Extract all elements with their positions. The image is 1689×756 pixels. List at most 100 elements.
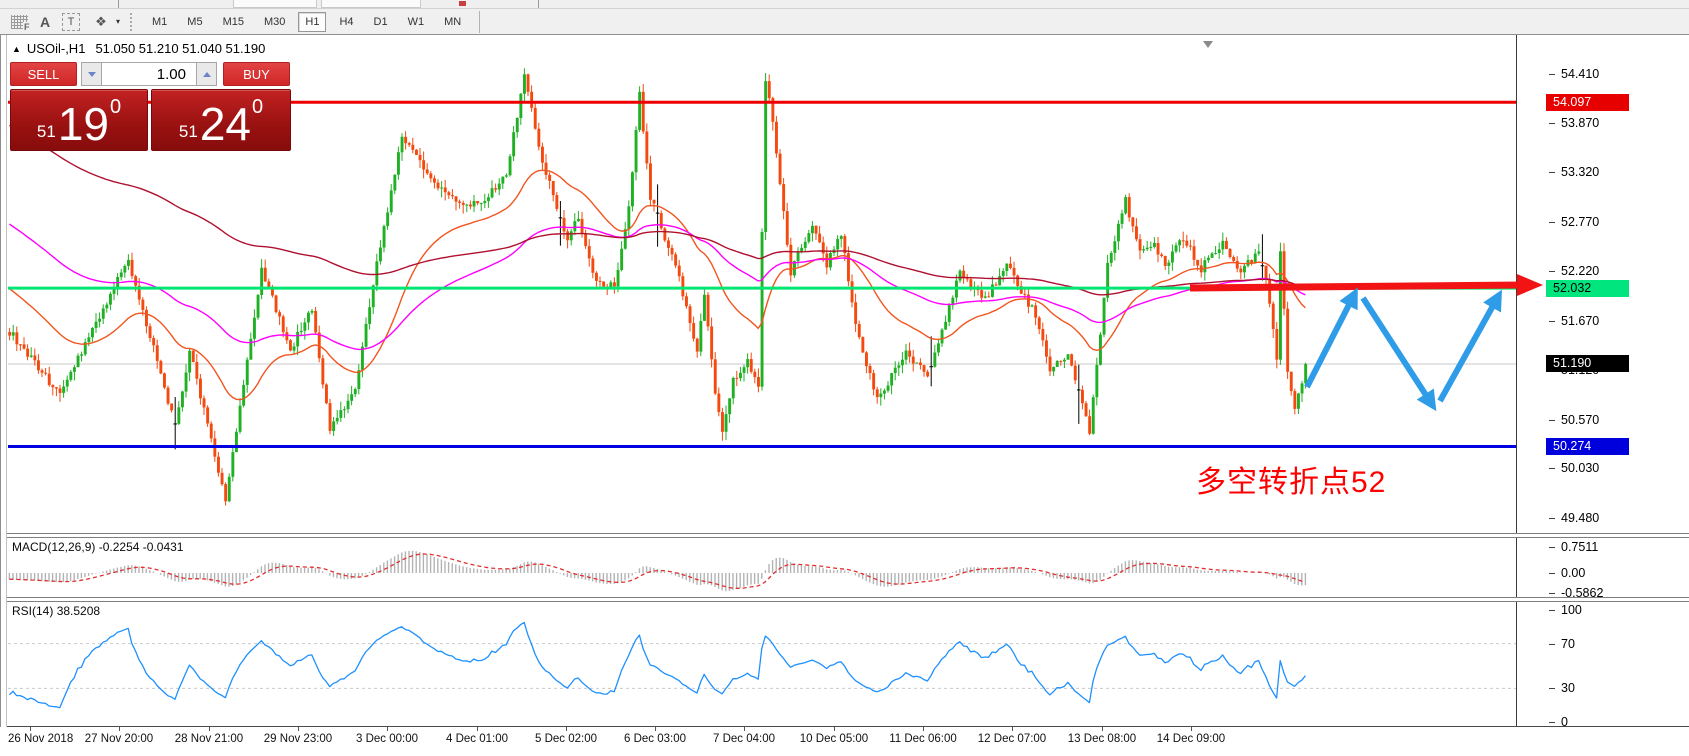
time-axis-label: 5 Dec 02:00 [534, 733, 598, 745]
timeframe-M1[interactable]: M1 [145, 12, 174, 32]
time-tick-mark [744, 727, 745, 731]
price-tick-label: 54.410 [1561, 67, 1600, 81]
moving-averages [9, 124, 1306, 401]
ask-big-figure: 51 [178, 122, 198, 141]
arrange-objects-icon[interactable]: ❖ [95, 13, 107, 29]
ask-pipette: 0 [251, 96, 264, 118]
time-tick-mark [923, 727, 924, 731]
time-tick-mark [566, 727, 567, 731]
volume-decrease-button[interactable] [81, 62, 102, 86]
candlesticks [8, 68, 1308, 506]
triangle-down-icon [87, 71, 96, 77]
time-axis-label: 11 Dec 06:00 [889, 733, 957, 745]
buy-button[interactable]: BUY [223, 62, 290, 86]
time-axis-label: 14 Dec 09:00 [1156, 733, 1226, 745]
price-tick-label: 49.480 [1561, 511, 1600, 525]
time-tick-mark [387, 727, 388, 731]
price-tick-label: 53.320 [1561, 165, 1600, 179]
rsi-value: 38.5208 [56, 604, 101, 618]
price-axis[interactable]: 54.410 53.870 53.320 52.770 52.220 51.670 51.1… [1517, 35, 1689, 729]
macd-scale-tick [1549, 573, 1555, 574]
volume-stepper [81, 62, 217, 86]
dropdown-remnant [321, 0, 421, 8]
volume-input[interactable] [102, 62, 196, 86]
macd-scale-tick [1549, 547, 1555, 548]
timeframe-bar: M1 M5 M15 M30 H1 H4 D1 W1 MN [142, 11, 471, 32]
time-axis-label: 6 Dec 03:00 [623, 733, 687, 745]
timeframe-D1[interactable]: D1 [367, 12, 395, 32]
icon-remnant [459, 1, 466, 6]
chevron-down-icon[interactable]: ▾ [116, 17, 121, 26]
timeframe-M5[interactable]: M5 [180, 12, 209, 32]
bid-pips: 19 [57, 98, 109, 150]
pane-separator-macd-rsi[interactable] [7, 597, 1689, 602]
rsi-scale-tick [1549, 688, 1555, 689]
macd-histogram [8, 550, 1307, 592]
time-tick-mark [1191, 727, 1192, 731]
price-tick-mark [1549, 420, 1555, 421]
time-axis-label: 26 Nov 2018 [8, 733, 74, 745]
time-axis-label: 13 Dec 08:00 [1067, 733, 1137, 745]
time-tick-mark [119, 727, 120, 731]
bid-pipette: 0 [109, 96, 122, 118]
price-tick-mark [1549, 321, 1555, 322]
timeframe-H1[interactable]: H1 [298, 11, 327, 32]
ask-price-display[interactable]: 51 24 0 [151, 89, 291, 151]
upper-toolbar-remnant [0, 0, 1689, 9]
chart-annotation-text[interactable]: 多空转折点52 [1196, 466, 1387, 499]
ask-pips: 24 [199, 98, 251, 150]
time-axis[interactable]: 26 Nov 2018 27 Nov 20:00 28 Nov 21:00 29 No… [0, 727, 1689, 756]
timeframe-H4[interactable]: H4 [332, 12, 360, 32]
time-tick-mark [30, 727, 31, 731]
text-box-tool-icon[interactable]: T [58, 11, 84, 33]
time-axis-label: 29 Nov 23:00 [263, 733, 333, 745]
time-axis-label: 12 Dec 07:00 [977, 733, 1047, 745]
chart-shift-marker-icon[interactable] [1203, 41, 1213, 48]
price-tick-mark [1549, 172, 1555, 173]
bid-price-display[interactable]: 51 19 0 [10, 89, 148, 151]
macd-scale-label: -0.5862 [1561, 586, 1604, 600]
rsi-scale-label: 0 [1561, 715, 1568, 729]
timeframe-M30[interactable]: M30 [257, 12, 292, 32]
sell-button[interactable]: SELL [10, 62, 77, 86]
time-axis-label: 10 Dec 05:00 [799, 733, 869, 745]
price-level-badge: 54.097 [1546, 94, 1629, 111]
price-tick-label: 50.030 [1561, 461, 1600, 475]
dropdown-remnant [233, 0, 317, 8]
chart-title: ▲ USOil-,H1 51.050 51.210 51.040 51.190 [12, 41, 265, 56]
axis-border [1516, 35, 1517, 727]
grid-f-tool-icon[interactable]: F [6, 11, 32, 33]
flat-red-arrow[interactable] [1189, 274, 1543, 296]
price-tick-mark [1549, 271, 1555, 272]
price-tick-mark [1549, 74, 1555, 75]
bid-big-figure: 51 [36, 122, 56, 141]
text-label-tool-icon[interactable]: A [39, 13, 51, 30]
triangle-up-icon [202, 71, 211, 77]
main-toolbar: F A T ❖ ▾ M1 M5 M15 M30 H1 H4 D1 W1 MN [0, 9, 1689, 34]
pane-separator-main-macd[interactable] [7, 533, 1689, 538]
price-tick-mark [1549, 123, 1555, 124]
price-tick-label: 53.870 [1561, 116, 1600, 130]
time-tick-mark [477, 727, 478, 731]
rsi-scale-label: 30 [1561, 681, 1575, 695]
collapse-arrow-icon[interactable]: ▲ [12, 44, 21, 54]
volume-increase-button[interactable] [196, 62, 217, 86]
rsi-scale-tick [1549, 722, 1555, 723]
zigzag-blue-arrows[interactable] [1304, 287, 1502, 412]
macd-scale-label: 0.7511 [1561, 540, 1599, 554]
timeframe-MN[interactable]: MN [437, 12, 468, 32]
timeframe-M15[interactable]: M15 [216, 12, 251, 32]
time-tick-mark [298, 727, 299, 731]
macd-signal-line [9, 553, 1306, 589]
price-level-badge: 52.032 [1546, 280, 1629, 297]
price-tick-label: 50.570 [1561, 413, 1600, 427]
timeframe-W1[interactable]: W1 [401, 12, 432, 32]
time-axis-border [7, 726, 1689, 727]
rsi-scale-tick [1549, 610, 1555, 611]
rsi-line [8, 621, 1306, 709]
window-border [0, 35, 1, 756]
time-axis-label: 7 Dec 04:00 [712, 733, 776, 745]
price-level-badge: 50.274 [1546, 438, 1629, 455]
toolbar-separator [538, 0, 539, 8]
symbol-period-label: USOil-,H1 [26, 41, 86, 56]
